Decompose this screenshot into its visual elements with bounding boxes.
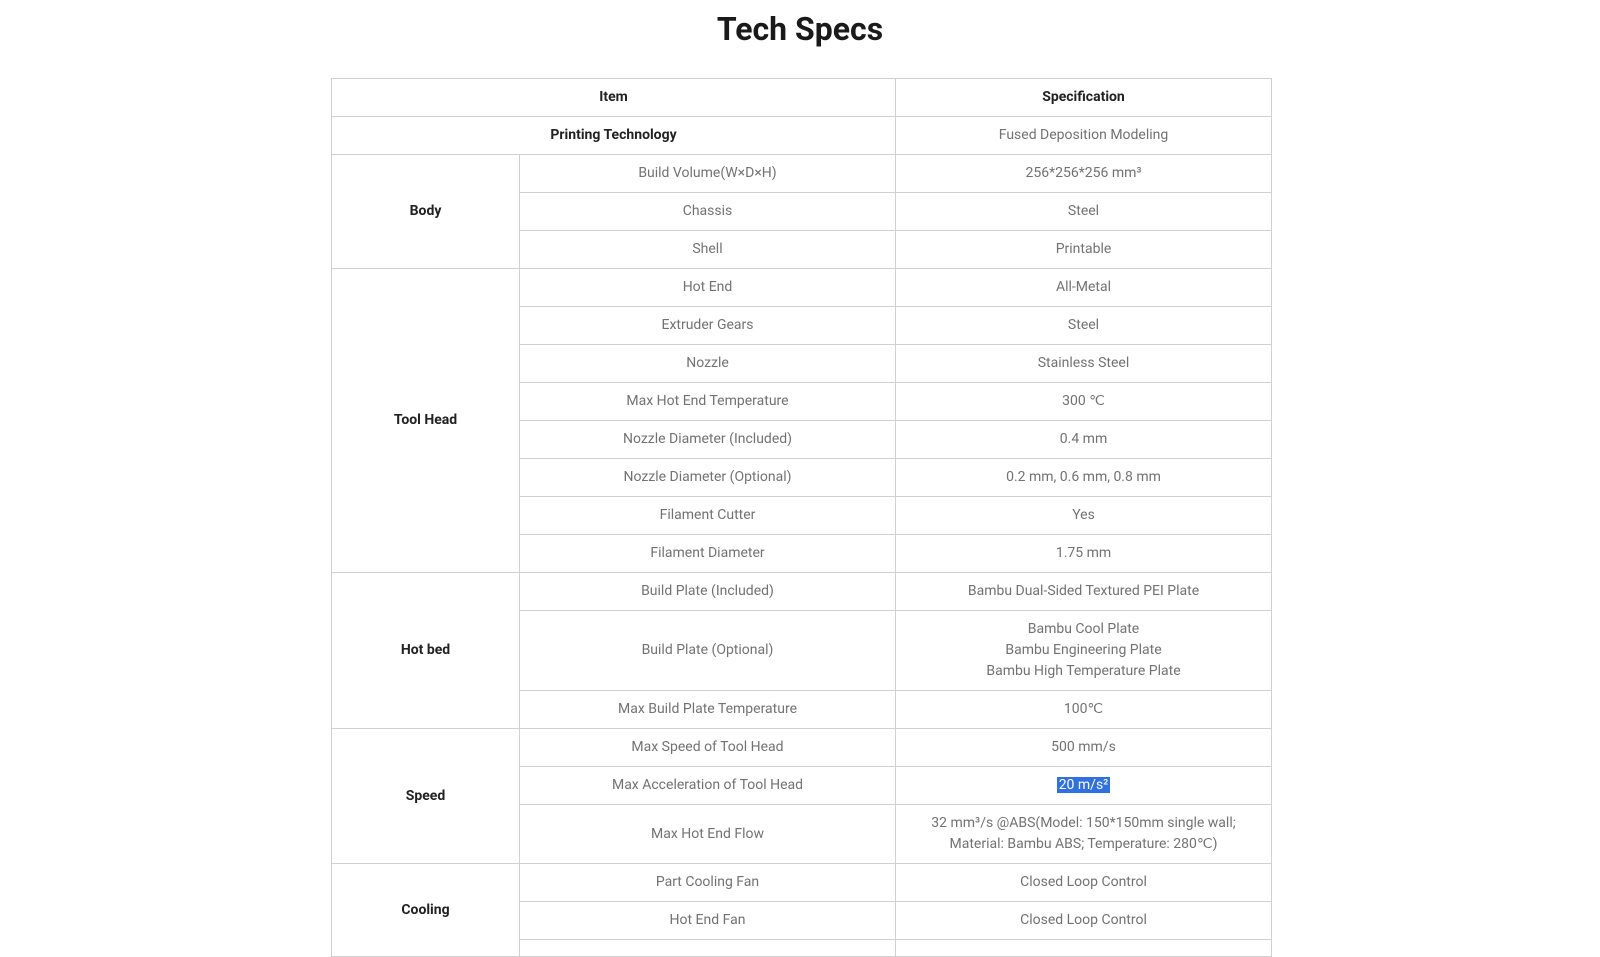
specs-table-wrapper: Item Specification Printing Technology F… — [331, 78, 1269, 957]
opt-plate-line2: Bambu Engineering Plate — [1005, 642, 1161, 658]
cell-filament-dia-item: Filament Diameter — [520, 535, 896, 573]
specs-table: Item Specification Printing Technology F… — [331, 78, 1272, 957]
cell-max-build-plate-temp-item: Max Build Plate Temperature — [520, 691, 896, 729]
cell-nozzle-dia-incl-item: Nozzle Diameter (Included) — [520, 421, 896, 459]
opt-plate-line1: Bambu Cool Plate — [1028, 621, 1139, 637]
cell-extruder-gears-spec: Steel — [896, 307, 1272, 345]
cell-chassis-item: Chassis — [520, 193, 896, 231]
cell-max-build-plate-temp-spec: 100℃ — [896, 691, 1272, 729]
cell-shell-item: Shell — [520, 231, 896, 269]
row-body-build-volume: Body Build Volume(W×D×H) 256*256*256 mm³ — [332, 155, 1272, 193]
row-max-speed: Speed Max Speed of Tool Head 500 mm/s — [332, 729, 1272, 767]
cell-part-fan-item: Part Cooling Fan — [520, 864, 896, 902]
cell-cooling-extra-spec — [896, 940, 1272, 957]
page-title: Tech Specs — [0, 10, 1600, 48]
cell-max-speed-spec: 500 mm/s — [896, 729, 1272, 767]
cell-build-plate-opt-spec: Bambu Cool Plate Bambu Engineering Plate… — [896, 611, 1272, 691]
row-hot-end: Tool Head Hot End All-Metal — [332, 269, 1272, 307]
row-printing-tech: Printing Technology Fused Deposition Mod… — [332, 117, 1272, 155]
cell-max-accel-item: Max Acceleration of Tool Head — [520, 767, 896, 805]
category-tool-head: Tool Head — [332, 269, 520, 573]
header-spec: Specification — [896, 79, 1272, 117]
cell-filament-cutter-item: Filament Cutter — [520, 497, 896, 535]
cell-nozzle-dia-opt-spec: 0.2 mm, 0.6 mm, 0.8 mm — [896, 459, 1272, 497]
cell-hot-end-spec: All-Metal — [896, 269, 1272, 307]
row-part-fan: Cooling Part Cooling Fan Closed Loop Con… — [332, 864, 1272, 902]
category-speed: Speed — [332, 729, 520, 864]
cell-nozzle-item: Nozzle — [520, 345, 896, 383]
highlighted-accel-value: 20 m/s² — [1057, 777, 1111, 793]
cell-printing-tech-item: Printing Technology — [332, 117, 896, 155]
cell-build-plate-incl-item: Build Plate (Included) — [520, 573, 896, 611]
category-body: Body — [332, 155, 520, 269]
cell-max-flow-item: Max Hot End Flow — [520, 805, 896, 864]
cell-build-plate-incl-spec: Bambu Dual-Sided Textured PEI Plate — [896, 573, 1272, 611]
cell-part-fan-spec: Closed Loop Control — [896, 864, 1272, 902]
cell-shell-spec: Printable — [896, 231, 1272, 269]
cell-nozzle-dia-incl-spec: 0.4 mm — [896, 421, 1272, 459]
cell-max-accel-spec: 20 m/s² — [896, 767, 1272, 805]
cell-max-flow-spec: 32 mm³/s @ABS(Model: 150*150mm single wa… — [896, 805, 1272, 864]
page-container: Tech Specs Item Specification Printing T… — [0, 0, 1600, 957]
header-item: Item — [332, 79, 896, 117]
cell-nozzle-spec: Stainless Steel — [896, 345, 1272, 383]
cell-nozzle-dia-opt-item: Nozzle Diameter (Optional) — [520, 459, 896, 497]
cell-printing-tech-spec: Fused Deposition Modeling — [896, 117, 1272, 155]
cell-max-hot-end-temp-spec: 300 ℃ — [896, 383, 1272, 421]
cell-max-speed-item: Max Speed of Tool Head — [520, 729, 896, 767]
category-hot-bed: Hot bed — [332, 573, 520, 729]
cell-hot-end-fan-spec: Closed Loop Control — [896, 902, 1272, 940]
cell-chassis-spec: Steel — [896, 193, 1272, 231]
category-cooling: Cooling — [332, 864, 520, 957]
table-header-row: Item Specification — [332, 79, 1272, 117]
opt-plate-line3: Bambu High Temperature Plate — [986, 663, 1180, 679]
cell-filament-cutter-spec: Yes — [896, 497, 1272, 535]
cell-build-plate-opt-item: Build Plate (Optional) — [520, 611, 896, 691]
cell-extruder-gears-item: Extruder Gears — [520, 307, 896, 345]
cell-build-volume-item: Build Volume(W×D×H) — [520, 155, 896, 193]
cell-filament-dia-spec: 1.75 mm — [896, 535, 1272, 573]
row-build-plate-incl: Hot bed Build Plate (Included) Bambu Dua… — [332, 573, 1272, 611]
cell-max-hot-end-temp-item: Max Hot End Temperature — [520, 383, 896, 421]
cell-build-volume-spec: 256*256*256 mm³ — [896, 155, 1272, 193]
cell-cooling-extra-item — [520, 940, 896, 957]
cell-hot-end-fan-item: Hot End Fan — [520, 902, 896, 940]
cell-hot-end-item: Hot End — [520, 269, 896, 307]
